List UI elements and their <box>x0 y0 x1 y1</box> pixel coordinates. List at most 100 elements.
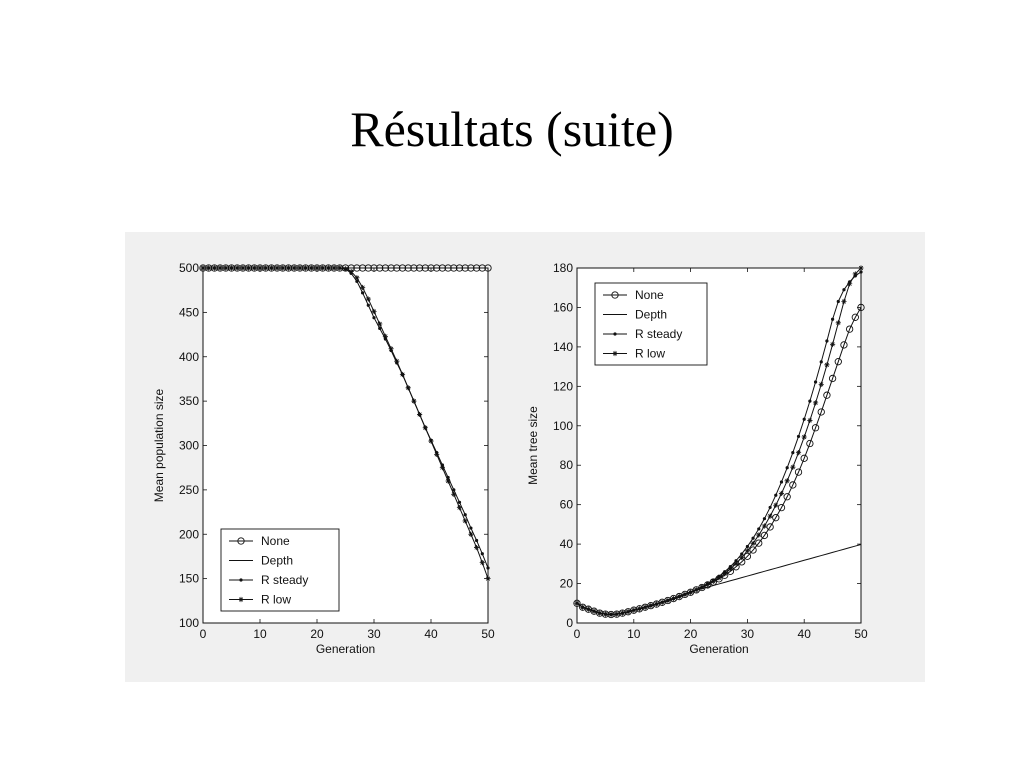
y-tick-label: 20 <box>560 577 574 591</box>
data-point-r-steady <box>751 536 755 540</box>
data-point-r-steady <box>831 317 835 321</box>
y-tick-label: 180 <box>553 261 573 275</box>
data-point-r-low <box>223 265 229 271</box>
x-tick-label: 40 <box>798 627 812 641</box>
data-point-r-low <box>348 268 354 275</box>
data-point-r-low <box>468 531 474 537</box>
legend-box <box>594 282 708 366</box>
y-tick-label: 150 <box>179 572 199 586</box>
data-point-r-low <box>434 451 440 457</box>
data-point-r-steady <box>366 303 370 307</box>
data-point-r-steady <box>745 544 750 549</box>
data-point-r-low <box>580 604 586 610</box>
data-point-r-steady <box>791 451 795 455</box>
data-point-r-low <box>320 265 326 271</box>
data-point-r-low <box>246 265 252 271</box>
y-tick-label: 60 <box>560 498 574 512</box>
y-tick-label: 450 <box>179 305 199 319</box>
data-point-r-steady <box>802 417 806 421</box>
data-point-none <box>851 313 859 321</box>
data-point-r-steady <box>774 493 778 497</box>
data-point-r-low <box>688 589 694 595</box>
y-axis-label: Mean population size <box>152 388 166 502</box>
data-point-r-low <box>371 308 377 315</box>
y-tick-label: 300 <box>179 439 199 453</box>
y-tick-label: 350 <box>179 394 199 408</box>
data-point-r-steady <box>469 526 473 530</box>
data-point-r-low <box>631 607 637 613</box>
data-point-r-steady <box>740 552 744 556</box>
y-tick-label: 80 <box>560 458 574 472</box>
data-point-r-low <box>744 548 750 554</box>
legend-label-r-low: R low <box>635 347 665 361</box>
legend-label-depth: Depth <box>261 554 293 568</box>
legend-label-depth: Depth <box>635 308 667 322</box>
data-point-r-low <box>574 600 580 606</box>
data-point-r-low <box>308 265 314 271</box>
data-point-r-low <box>597 610 603 616</box>
y-axis-label: Mean tree size <box>526 406 540 485</box>
data-point-none <box>783 493 791 501</box>
data-point-r-low <box>591 608 597 614</box>
data-point-r-steady <box>452 488 456 492</box>
data-point-r-low <box>485 576 491 582</box>
data-point-r-low <box>812 400 819 406</box>
data-point-r-low <box>648 603 654 609</box>
x-tick-label: 40 <box>424 627 438 641</box>
data-point-none <box>834 358 842 366</box>
data-point-r-low <box>824 362 830 368</box>
data-point-r-low <box>602 611 608 617</box>
data-point-none <box>817 408 825 416</box>
data-point-none <box>811 424 820 432</box>
data-point-r-low <box>200 265 206 271</box>
data-point-r-low <box>263 265 269 271</box>
data-point-r-low <box>676 593 682 600</box>
data-point-r-low <box>705 581 711 588</box>
data-point-r-low <box>217 265 223 271</box>
data-point-r-low <box>451 491 457 497</box>
data-point-r-steady <box>859 270 863 274</box>
data-point-r-low <box>456 505 463 511</box>
x-tick-label: 0 <box>200 627 207 641</box>
data-point-r-steady <box>463 513 467 517</box>
data-point-r-low <box>234 265 240 271</box>
data-point-r-low <box>342 266 349 272</box>
data-point-r-low <box>394 358 400 364</box>
x-tick-label: 20 <box>684 627 698 641</box>
data-point-r-steady <box>825 339 829 343</box>
data-point-r-steady <box>361 291 365 295</box>
data-point-r-low <box>614 611 620 617</box>
y-tick-label: 0 <box>566 616 573 630</box>
data-point-none <box>857 303 865 312</box>
data-point-r-low <box>411 398 417 404</box>
data-point-none <box>703 581 712 589</box>
data-point-r-low <box>750 540 756 546</box>
data-point-r-low <box>388 346 394 352</box>
data-point-r-steady <box>762 517 767 521</box>
data-point-r-steady <box>785 466 789 470</box>
data-point-r-low <box>625 609 631 615</box>
data-point-none <box>828 374 837 383</box>
data-point-r-low <box>756 532 762 538</box>
data-point-r-low <box>479 560 485 566</box>
data-point-r-low <box>716 575 722 581</box>
y-tick-label: 100 <box>553 419 573 433</box>
data-point-r-low <box>382 333 388 339</box>
data-point-r-low <box>377 321 383 327</box>
x-tick-label: 0 <box>574 627 581 641</box>
data-point-none <box>749 546 757 554</box>
legend-label-r-steady: R steady <box>635 327 682 341</box>
data-point-r-low <box>354 275 360 281</box>
data-point-none <box>823 391 831 399</box>
data-point-none <box>766 523 774 531</box>
data-point-r-steady <box>378 326 382 330</box>
x-tick-label: 30 <box>367 627 381 641</box>
data-point-r-low <box>608 611 614 618</box>
data-point-r-low <box>405 385 411 391</box>
data-point-r-low <box>251 265 257 271</box>
legend-marker-r-steady <box>239 578 243 582</box>
data-point-r-steady <box>475 538 479 543</box>
data-point-r-low <box>331 265 337 271</box>
results-figure: 0 10 20 30 40 50 100 150 200 250 300 350 400 450 500 Ge… <box>125 232 925 682</box>
data-point-none <box>573 599 581 607</box>
